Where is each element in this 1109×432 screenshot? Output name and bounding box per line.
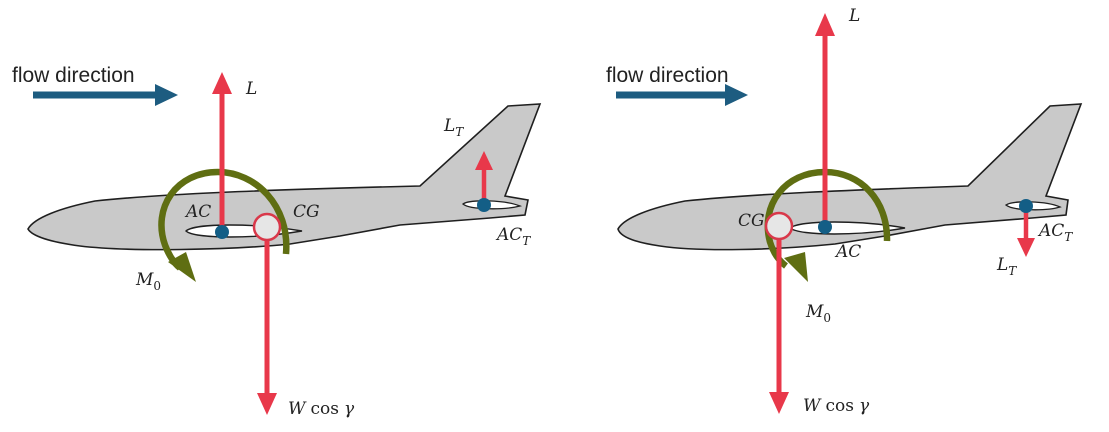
- right-ac-point: [818, 220, 832, 234]
- left-tail-lift-label: LT: [443, 116, 464, 139]
- right-moment-label: M0: [805, 302, 831, 325]
- right-moment-arrow: [764, 168, 891, 282]
- left-lift-label: L: [245, 79, 257, 99]
- right-flow-label: flow direction: [606, 64, 729, 87]
- left-ac-label: AC: [184, 202, 211, 222]
- left-lift-arrow: [212, 72, 232, 228]
- right-lift-arrow: [815, 13, 835, 225]
- right-flow-arrow: [616, 84, 748, 106]
- left-tail-ac-label: ACT: [495, 225, 531, 248]
- right-cg-point: [764, 211, 794, 241]
- right-tail-ac-label: ACT: [1037, 221, 1073, 244]
- left-ac-point: [215, 225, 229, 239]
- right-weight-arrow: [769, 238, 789, 414]
- right-tail-ac-point: [1019, 199, 1033, 213]
- left-weight-arrow: [257, 240, 277, 415]
- left-diagram: flow direction: [12, 64, 542, 419]
- left-cg-label: CG: [293, 202, 320, 222]
- left-moment-label: M0: [135, 270, 161, 293]
- left-flow-label: flow direction: [12, 64, 135, 87]
- right-ac-label: AC: [834, 242, 861, 262]
- right-diagram: flow direction: [606, 6, 1083, 416]
- left-moment-arrow: [158, 168, 290, 282]
- left-cg-point: [252, 212, 282, 242]
- left-tail-ac-point: [477, 198, 491, 212]
- right-lift-label: L: [848, 6, 860, 26]
- left-fuselage: [27, 103, 542, 251]
- left-flow-arrow: [33, 84, 178, 106]
- right-tail-lift-label: LT: [996, 255, 1017, 278]
- right-fuselage: [617, 103, 1083, 251]
- right-cg-label: CG: [738, 211, 765, 231]
